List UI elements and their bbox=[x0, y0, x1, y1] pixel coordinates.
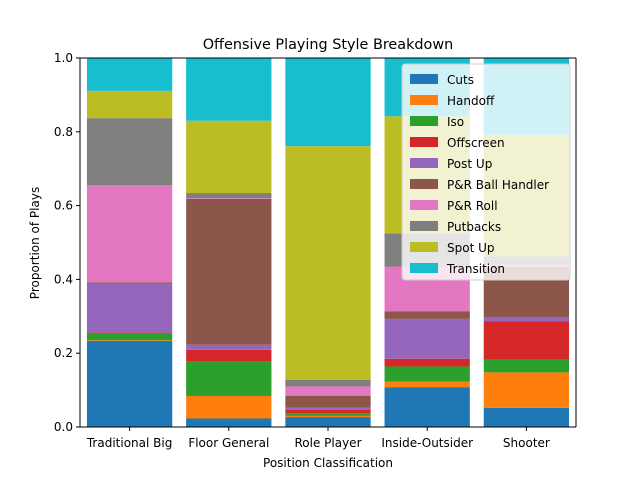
bar-segment bbox=[384, 311, 470, 319]
bar-segment bbox=[186, 58, 272, 121]
bar-segment bbox=[186, 361, 272, 397]
bar-segment bbox=[285, 409, 371, 414]
bar-segment bbox=[384, 358, 470, 367]
y-tick-label: 0.8 bbox=[54, 125, 73, 139]
y-tick-label: 0.6 bbox=[54, 199, 73, 213]
bar-segment bbox=[384, 381, 470, 388]
bar-segment bbox=[86, 58, 173, 91]
legend-label: P&R Roll bbox=[447, 199, 498, 213]
legend-swatch bbox=[410, 137, 438, 147]
bar-segment bbox=[186, 349, 272, 362]
bar-segment bbox=[483, 359, 570, 373]
bar-segment bbox=[86, 90, 173, 119]
bar-segment bbox=[186, 418, 272, 427]
legend-swatch bbox=[410, 95, 438, 105]
bar-segment bbox=[285, 413, 371, 416]
bar-segment bbox=[483, 321, 570, 360]
legend-label: Putbacks bbox=[447, 220, 501, 234]
y-tick-label: 0.4 bbox=[54, 272, 73, 286]
legend-label: Cuts bbox=[447, 73, 474, 87]
x-tick-label: Traditional Big bbox=[86, 436, 172, 450]
chart-title: Offensive Playing Style Breakdown bbox=[203, 37, 454, 53]
y-axis-label: Proportion of Plays bbox=[28, 187, 42, 299]
legend-label: P&R Ball Handler bbox=[447, 178, 549, 192]
bar-segment bbox=[186, 344, 272, 350]
legend-label: Transition bbox=[446, 262, 505, 276]
bar-segment bbox=[384, 366, 470, 382]
x-axis-label: Position Classification bbox=[263, 456, 393, 470]
bar-segment bbox=[285, 407, 371, 410]
bar-segment bbox=[285, 415, 371, 418]
bar-segment bbox=[285, 417, 371, 427]
x-tick-label: Role Player bbox=[294, 436, 361, 450]
bar-segment bbox=[285, 58, 371, 147]
legend: Cuts Handoff Iso Offscreen Post Up P&R Ball H… bbox=[401, 63, 571, 281]
legend-label: Offscreen bbox=[447, 136, 505, 150]
bar-segment bbox=[285, 379, 371, 387]
bar-segment bbox=[186, 396, 272, 419]
legend-swatch bbox=[410, 221, 438, 231]
bar-segment bbox=[384, 387, 470, 427]
legend-frame bbox=[401, 63, 571, 281]
legend-swatch bbox=[410, 158, 438, 168]
bar-segment bbox=[186, 198, 272, 199]
axes-group: 0.0 0.2 0.4 0.6 0.8 1.0 Traditional Big Floor G… bbox=[54, 51, 577, 450]
legend-label: Iso bbox=[447, 115, 464, 129]
bar-segment bbox=[483, 372, 570, 408]
bar-segment bbox=[285, 146, 371, 380]
bar-segment bbox=[86, 283, 173, 333]
legend-swatch bbox=[410, 74, 438, 84]
bar-segment bbox=[86, 341, 173, 427]
legend-swatch bbox=[410, 179, 438, 189]
y-tick-label: 1.0 bbox=[54, 51, 73, 65]
y-tick-label: 0.2 bbox=[54, 346, 73, 360]
legend-label: Post Up bbox=[447, 157, 492, 171]
legend-swatch bbox=[410, 200, 438, 210]
bar-segment bbox=[186, 198, 272, 345]
bar-segment bbox=[86, 282, 173, 284]
bar-segment bbox=[86, 185, 173, 283]
bar-segment bbox=[285, 386, 371, 396]
bar-segment bbox=[86, 332, 173, 341]
x-tick-label: Shooter bbox=[503, 436, 550, 450]
legend-swatch bbox=[410, 263, 438, 273]
x-tick-label: Inside-Outsider bbox=[381, 436, 473, 450]
y-tick-label: 0.0 bbox=[54, 420, 73, 434]
legend-label: Spot Up bbox=[447, 241, 495, 255]
bar-segment bbox=[186, 120, 272, 194]
bar-segment bbox=[483, 407, 570, 427]
legend-label: Handoff bbox=[447, 94, 495, 108]
bar-segment bbox=[483, 317, 570, 322]
legend-swatch bbox=[410, 242, 438, 252]
legend-swatch bbox=[410, 116, 438, 126]
bar-segment bbox=[384, 318, 470, 359]
x-tick-label: Floor General bbox=[188, 436, 269, 450]
bar-segment bbox=[86, 340, 173, 342]
bar-segment bbox=[186, 193, 272, 199]
bar-segment bbox=[86, 118, 173, 186]
bar-segment bbox=[285, 395, 371, 408]
